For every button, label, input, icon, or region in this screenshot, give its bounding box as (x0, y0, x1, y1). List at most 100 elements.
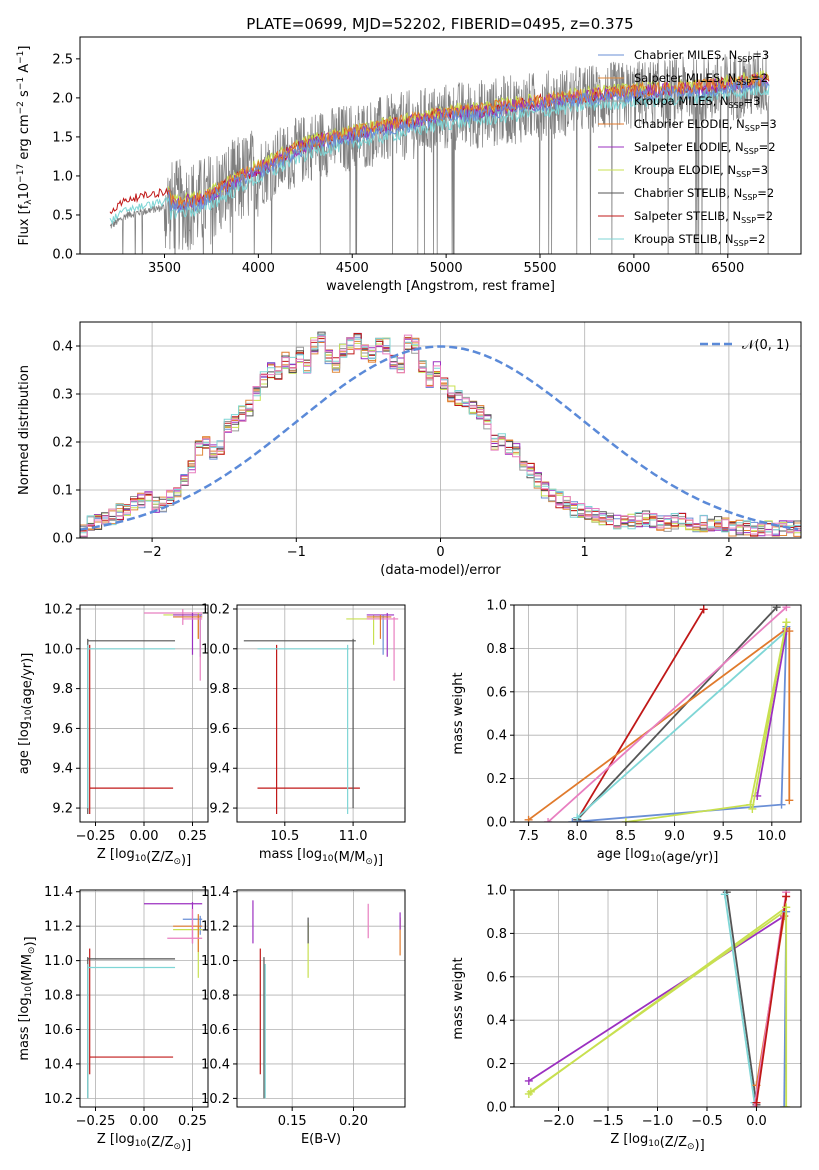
y-axis-label: Normed distribution (17, 365, 32, 495)
y-tick-label: 1.0 (486, 599, 507, 614)
weight-marker (524, 1076, 533, 1085)
model-spectrum-line (109, 83, 770, 226)
x-tick-label: 10.0 (757, 829, 786, 844)
y-tick-label: 11.2 (201, 920, 230, 935)
panel-mass-vs-EBV: 0.15 0.20 10.2 10.4 10.6 10.8 11.0 11.2 11.4 E(B-… (201, 885, 406, 1147)
y-tick-label: 0.0 (52, 532, 73, 547)
y-tick-label: 9.6 (52, 722, 73, 737)
legend-entry: 𝒩(0, 1) (742, 338, 789, 353)
legend-entry: Salpeter ELODIE, NSSP=2 (634, 140, 776, 156)
panel-mass-weight-vs-Z: −2.0 −1.5 −1.0 −0.5 0.0 0.0 0.2 0.4 0.6 0.8 1.0 Z [… (451, 884, 802, 1153)
axes-frame (236, 889, 406, 1108)
weight-line (576, 608, 705, 821)
x-tick-label: 7.5 (518, 829, 539, 844)
legend-entry: Chabrier MILES, NSSP=3 (634, 48, 769, 64)
weight-marker (782, 605, 791, 612)
y-tick-label: 10.0 (44, 642, 73, 657)
y-tick-label: 1.0 (486, 884, 507, 899)
panel-spectrum: 3500 4000 4500 5000 5500 6000 6500 0.0 0.5 1.0 1.5… (16, 36, 802, 294)
weight-marker (699, 605, 708, 614)
weight-marker (621, 818, 630, 822)
y-tick-label: 10.2 (44, 1092, 73, 1107)
x-tick-label: −0.25 (76, 829, 116, 844)
x-tick-label: −0.25 (76, 1114, 116, 1129)
y-axis-label: mass weight (451, 672, 466, 754)
y-tick-label: 10.4 (201, 1057, 230, 1072)
y-tick-label: 10.8 (201, 989, 230, 1004)
plot-area-residuals (80, 331, 801, 538)
model-spectrum-line (167, 73, 770, 208)
axes-frame (79, 889, 209, 1108)
axes-frame (513, 889, 802, 1108)
y-tick-label: 0.0 (486, 816, 507, 831)
y-tick-label: 9.8 (209, 682, 230, 697)
x-axis-label: Z [log10(Z/Z⊙)] (610, 1132, 704, 1153)
y-tick-label: 9.2 (52, 802, 73, 817)
x-tick-label: 0.20 (339, 1114, 368, 1129)
y-tick-label: 11.4 (44, 885, 73, 900)
x-tick-label: 9.0 (664, 829, 685, 844)
plot-area-mass-vs-Z (87, 902, 203, 1099)
x-tick-label: 11.0 (339, 829, 368, 844)
y-tick-label: 11.0 (44, 954, 73, 969)
y-tick-label: 0.6 (486, 685, 507, 700)
x-axis-label: age [log10(age/yr)] (597, 847, 719, 865)
y-tick-label: 9.4 (52, 762, 73, 777)
y-tick-label: 11.4 (201, 885, 230, 900)
axes-frame (79, 321, 802, 539)
legend-entry: Chabrier STELIB, NSSP=2 (634, 186, 774, 202)
weight-line (725, 892, 758, 1105)
x-tick-label: 0.15 (278, 1114, 307, 1129)
plot-area-age-vs-Z (87, 608, 203, 815)
y-tick-label: 0.2 (486, 772, 507, 787)
x-axis-label: E(B-V) (301, 1132, 341, 1147)
weight-line (530, 910, 785, 1093)
x-tick-label: −1.0 (642, 1114, 674, 1129)
y-axis-label: mass [log10(M/M⊙)] (17, 936, 38, 1060)
y-tick-label: 1.0 (52, 169, 73, 184)
figure-title: PLATE=0699, MJD=52202, FIBERID=0495, z=0… (246, 15, 633, 33)
x-tick-label: −1 (287, 545, 306, 560)
x-tick-label: −1.5 (592, 1114, 624, 1129)
legend-entry: Kroupa MILES, NSSP=3 (634, 94, 760, 110)
x-axis-label: Z [log10(Z/Z⊙)] (97, 847, 191, 868)
x-axis-label: (data-model)/error (380, 563, 501, 578)
weight-marker (782, 903, 791, 912)
weight-marker (777, 800, 786, 809)
y-tick-label: 0.4 (486, 729, 507, 744)
y-tick-label: 10.2 (201, 602, 230, 617)
x-axis-label: wavelength [Angstrom, rest frame] (326, 279, 555, 294)
y-tick-label: 0.5 (52, 208, 73, 223)
x-tick-label: 5500 (523, 261, 556, 276)
y-tick-label: 0.1 (52, 484, 73, 499)
weight-marker (772, 605, 781, 612)
weight-line (576, 630, 787, 819)
weight-marker (782, 1103, 791, 1107)
x-tick-label: 6500 (711, 261, 744, 276)
y-tick-label: 0.2 (52, 436, 73, 451)
y-tick-label: 0.0 (52, 248, 73, 263)
y-tick-label: 10.6 (44, 1023, 73, 1038)
legend-entry: Kroupa STELIB, NSSP=2 (634, 232, 765, 248)
panel-age-vs-Z: −0.25 0.00 0.25 9.2 9.4 9.6 9.8 10.0 10.2 Z [log1… (17, 602, 209, 868)
weight-marker (780, 1103, 789, 1107)
y-axis-label: Flux [fλ10−17 erg cm−2 s−1 A−1] (16, 46, 34, 246)
x-tick-label: 1 (581, 545, 589, 560)
y-tick-label: 0.6 (486, 970, 507, 985)
y-axis-label: mass weight (451, 957, 466, 1039)
y-tick-label: 0.3 (52, 388, 73, 403)
y-axis-label: age [log10(age/yr)] (17, 653, 35, 775)
x-tick-label: 5000 (430, 261, 463, 276)
y-tick-label: 2.5 (52, 52, 73, 67)
axes-frame (79, 36, 802, 255)
weight-line (576, 606, 778, 821)
x-tick-label: −2.0 (543, 1114, 575, 1129)
y-tick-label: 0.8 (486, 927, 507, 942)
legend-entry: Salpeter STELIB, NSSP=2 (634, 209, 773, 225)
y-tick-label: 10.2 (44, 602, 73, 617)
y-tick-label: 11.2 (44, 920, 73, 935)
x-tick-label: 0.00 (130, 1114, 159, 1129)
plot-area-age-vs-mass (243, 612, 399, 815)
weight-marker (720, 890, 729, 899)
